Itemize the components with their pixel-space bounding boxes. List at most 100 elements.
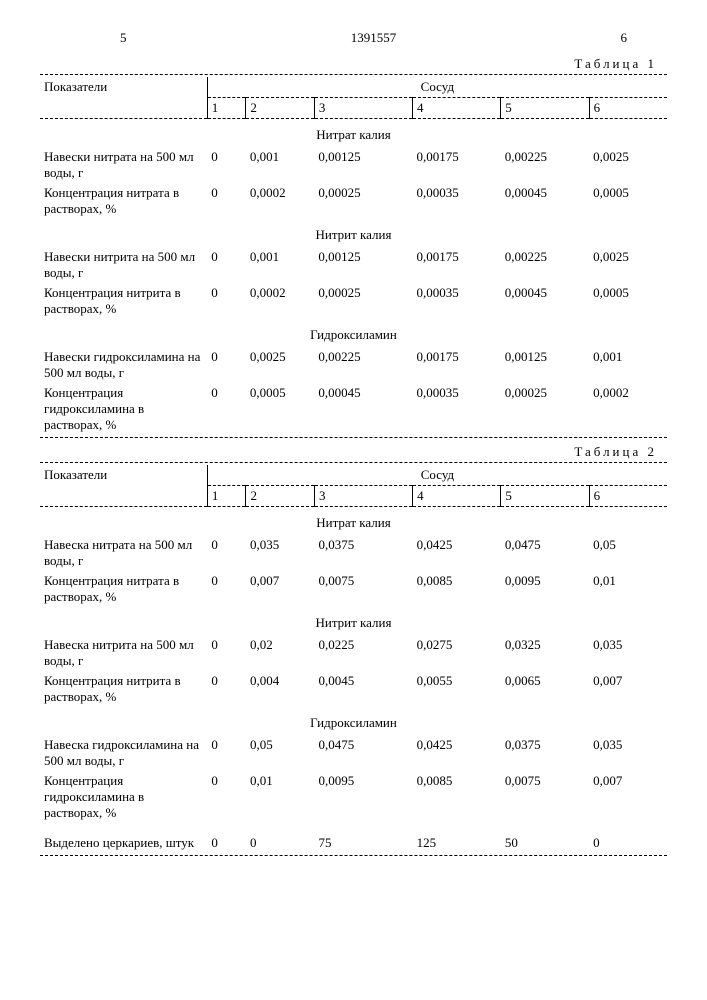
row-label: Навески нитрата на 500 мл воды, г — [40, 147, 207, 183]
cell: 0 — [207, 347, 246, 383]
cell: 0,0005 — [589, 183, 667, 219]
cell: 0,0005 — [246, 383, 315, 435]
page-col-right: 6 — [621, 30, 628, 46]
cell: 0,0375 — [314, 535, 412, 571]
cell: 0,0075 — [314, 571, 412, 607]
cell: 0 — [207, 183, 246, 219]
cell: 0 — [207, 535, 246, 571]
row-label: Навеска гидроксиламина на 500 мл воды, г — [40, 735, 207, 771]
cell: 0,0085 — [413, 571, 501, 607]
table-row: Навеска гидроксиламина на 500 мл воды, г… — [40, 735, 667, 771]
cell: 75 — [314, 833, 412, 853]
col-4: 4 — [413, 98, 501, 119]
cell: 0,05 — [246, 735, 314, 771]
cell: 0 — [207, 147, 246, 183]
row-label: Концентрация нитрата в растворах, % — [40, 183, 207, 219]
cell: 0,0025 — [589, 247, 667, 283]
section-nitrate: Нитрат калия — [40, 507, 667, 536]
cell: 0,01 — [246, 771, 314, 823]
cell: 0,0085 — [413, 771, 501, 823]
col-indicators: Показатели — [40, 77, 207, 119]
col-1: 1 — [207, 486, 246, 507]
cell: 0,035 — [589, 735, 667, 771]
col-2: 2 — [246, 486, 314, 507]
cell: 0,0002 — [246, 283, 315, 319]
cell: 0,035 — [589, 635, 667, 671]
row-label: Выделено церкариев, штук — [40, 833, 207, 853]
row-label: Концентрация нитрита в растворах, % — [40, 283, 207, 319]
cell: 0,0425 — [413, 535, 501, 571]
table-row: Концентрация нитрита в растворах, % 0 0,… — [40, 283, 667, 319]
table-row: Концентрация нитрата в растворах, % 0 0,… — [40, 571, 667, 607]
divider — [40, 462, 667, 463]
cell: 0,007 — [589, 771, 667, 823]
cell: 0,00035 — [413, 383, 501, 435]
cell: 0,00225 — [501, 247, 589, 283]
cell: 0,00035 — [413, 183, 501, 219]
cell: 0 — [207, 735, 246, 771]
table-row: Выделено церкариев, штук 0 0 75 125 50 0 — [40, 833, 667, 853]
row-label: Концентрация гидроксиламина в растворах,… — [40, 383, 207, 435]
cell: 0,00125 — [501, 347, 589, 383]
doc-number: 1391557 — [351, 30, 397, 46]
cell: 0,0275 — [413, 635, 501, 671]
col-indicators: Показатели — [40, 465, 207, 507]
cell: 0,00025 — [314, 183, 412, 219]
table1-caption: Таблица 1 — [40, 56, 667, 72]
cell: 0,0325 — [501, 635, 589, 671]
cell: 0,00125 — [314, 147, 412, 183]
cell: 0,035 — [246, 535, 314, 571]
col-2: 2 — [246, 98, 315, 119]
cell: 0,00045 — [501, 183, 589, 219]
cell: 0,00175 — [413, 247, 501, 283]
cell: 0,0475 — [501, 535, 589, 571]
section-hydrox: Гидроксиламин — [40, 707, 667, 735]
table-row: Навески гидроксиламина на 500 мл воды, г… — [40, 347, 667, 383]
cell: 50 — [501, 833, 589, 853]
col-3: 3 — [314, 98, 412, 119]
col-6: 6 — [589, 98, 667, 119]
cell: 0,0025 — [246, 347, 315, 383]
page-col-left: 5 — [120, 30, 127, 46]
cell: 0,0055 — [413, 671, 501, 707]
cell: 0,001 — [589, 347, 667, 383]
cell: 0 — [207, 571, 246, 607]
cell: 0,02 — [246, 635, 314, 671]
page-header: 5 1391557 6 — [40, 30, 667, 50]
cell: 0,0075 — [501, 771, 589, 823]
cell: 0 — [207, 771, 246, 823]
row-label: Навеска нитрата на 500 мл воды, г — [40, 535, 207, 571]
table-row: Навески нитрита на 500 мл воды, г 0 0,00… — [40, 247, 667, 283]
cell: 0,0045 — [314, 671, 412, 707]
cell: 0,0375 — [501, 735, 589, 771]
cell: 0,0005 — [589, 283, 667, 319]
section-nitrite: Нитрит калия — [40, 219, 667, 247]
cell: 0,004 — [246, 671, 314, 707]
table-row: Навеска нитрита на 500 мл воды, г 0 0,02… — [40, 635, 667, 671]
col-vessel: Сосуд — [207, 77, 667, 98]
cell: 0,00125 — [314, 247, 412, 283]
row-label: Концентрация нитрита в растворах, % — [40, 671, 207, 707]
table2-caption: Таблица 2 — [40, 444, 667, 460]
cell: 0,007 — [246, 571, 314, 607]
section-hydrox: Гидроксиламин — [40, 319, 667, 347]
divider — [40, 855, 667, 856]
cell: 0,00045 — [501, 283, 589, 319]
cell: 0,0025 — [589, 147, 667, 183]
cell: 0 — [207, 383, 246, 435]
cell: 0,0425 — [413, 735, 501, 771]
cell: 0 — [207, 283, 246, 319]
cell: 0,0095 — [314, 771, 412, 823]
table2: Показатели Сосуд 1 2 3 4 5 6 Нитрат кали… — [40, 465, 667, 853]
row-label: Концентрация нитрата в растворах, % — [40, 571, 207, 607]
cell: 125 — [413, 833, 501, 853]
cell: 0,00225 — [314, 347, 412, 383]
section-nitrate: Нитрат калия — [40, 119, 667, 148]
row-label: Навеска нитрита на 500 мл воды, г — [40, 635, 207, 671]
cell: 0,01 — [589, 571, 667, 607]
cell: 0,0002 — [246, 183, 315, 219]
table-row: Концентрация гидроксиламина в растворах,… — [40, 771, 667, 823]
cell: 0 — [207, 671, 246, 707]
col-1: 1 — [207, 98, 246, 119]
cell: 0,00175 — [413, 147, 501, 183]
